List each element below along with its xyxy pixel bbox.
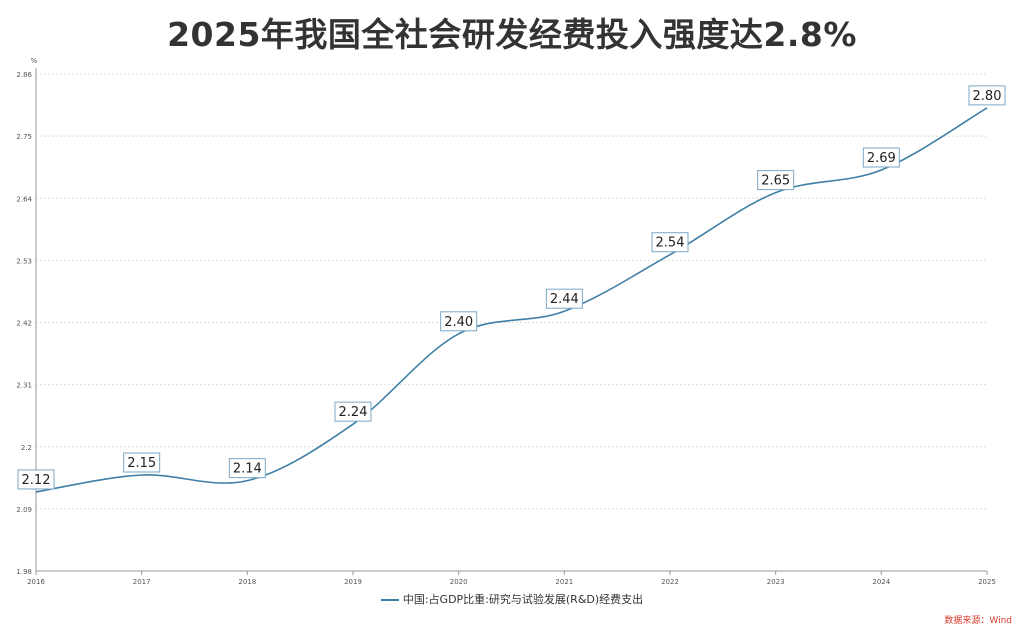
x-tick-label: 2022 — [661, 578, 679, 586]
y-tick-label: 2.42 — [16, 320, 32, 328]
data-label: 2.80 — [968, 85, 1006, 106]
data-label-text: 2.14 — [233, 462, 262, 477]
data-label-box — [757, 170, 795, 191]
data-label: 2.24 — [334, 401, 372, 422]
x-tick-label: 2019 — [344, 578, 362, 586]
data-label-text: 2.12 — [22, 473, 51, 488]
y-tick-label: 2.2 — [21, 444, 32, 452]
data-label-text: 2.54 — [656, 236, 685, 251]
data-label-text: 2.80 — [973, 89, 1002, 104]
data-label-box — [440, 311, 478, 332]
y-tick-label: 2.31 — [16, 382, 32, 390]
data-label: 2.14 — [228, 458, 266, 479]
data-label-text: 2.24 — [339, 405, 368, 420]
y-axis-unit: % — [31, 57, 38, 65]
gridlines — [36, 73, 987, 510]
data-label-box — [228, 458, 266, 479]
x-tick-label: 2021 — [555, 578, 573, 586]
data-labels: 2.12 2.15 2.14 2.24 2.40 2.44 2.54 2.65 2.69 2.80 — [17, 85, 1006, 490]
data-label-box — [651, 232, 689, 253]
data-label-text: 2.15 — [127, 456, 156, 471]
y-tick-label: 2.09 — [16, 506, 32, 514]
data-label-box — [545, 288, 583, 309]
y-tick-label: 2.53 — [16, 257, 32, 265]
x-tick-label: 2018 — [238, 578, 256, 586]
y-tick-label: 2.86 — [16, 71, 32, 79]
series-line — [35, 107, 988, 493]
source-note: 数据来源：Wind — [944, 616, 1012, 626]
data-label-box — [968, 85, 1006, 106]
data-label: 2.40 — [440, 311, 478, 332]
x-tick-label: 2023 — [767, 578, 785, 586]
data-label-box — [123, 452, 161, 473]
data-label-text: 2.40 — [444, 315, 473, 330]
legend-label: 中国:占GDP比重:研究与试验发展(R&D)经费支出 — [402, 593, 644, 606]
chart-title: 2025年我国全社会研发经费投入强度达2.8% — [167, 15, 857, 54]
x-tick-label: 2024 — [872, 578, 890, 586]
data-label: 2.44 — [545, 288, 583, 309]
legend-swatch — [380, 599, 399, 601]
data-label: 2.12 — [17, 469, 55, 490]
data-label: 2.15 — [123, 452, 161, 473]
x-tick-label: 2020 — [450, 578, 468, 586]
x-tick-label: 2016 — [27, 578, 45, 586]
y-tick-label: 2.64 — [16, 195, 32, 203]
data-label: 2.54 — [651, 232, 689, 253]
y-tick-label: 1.98 — [16, 568, 32, 576]
y-tick-label: 2.75 — [16, 133, 32, 141]
x-tick-label: 2025 — [978, 578, 996, 586]
data-label: 2.69 — [862, 147, 900, 168]
data-label-box — [17, 469, 55, 490]
data-label-text: 2.44 — [550, 292, 579, 307]
series-lines — [35, 107, 988, 493]
legend[interactable]: 中国:占GDP比重:研究与试验发展(R&D)经费支出 — [0, 591, 1024, 607]
data-label: 2.65 — [757, 170, 795, 191]
x-tick-label: 2017 — [133, 578, 151, 586]
data-label-text: 2.65 — [761, 174, 790, 189]
data-label-text: 2.69 — [867, 151, 896, 166]
data-label-box — [334, 401, 372, 422]
data-label-box — [862, 147, 900, 168]
